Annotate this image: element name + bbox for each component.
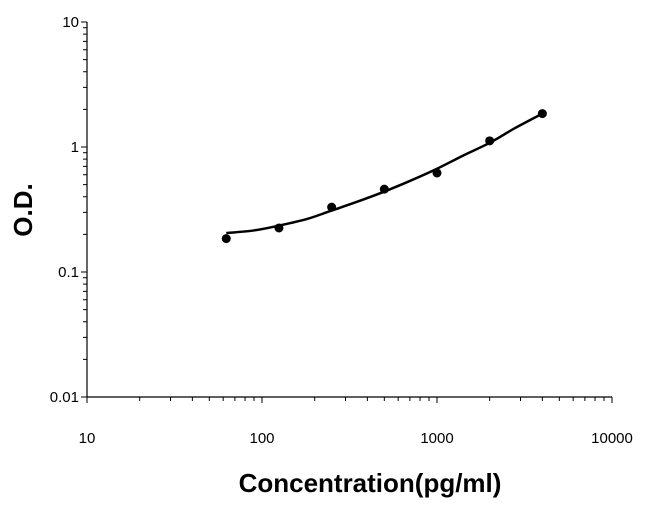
x-tick-label: 100 xyxy=(249,430,274,447)
x-axis-title: Concentration(pg/ml) xyxy=(239,468,502,498)
x-tick-label: 1000 xyxy=(420,430,453,447)
data-point xyxy=(379,184,389,194)
data-points xyxy=(221,109,547,244)
tick-labels: 0.01 0.1 1 10 10 100 1000 10000 xyxy=(50,14,633,447)
data-point xyxy=(327,202,337,212)
axes xyxy=(86,22,612,398)
data-point xyxy=(432,168,442,178)
data-point xyxy=(274,223,284,233)
y-tick-label: 0.01 xyxy=(50,389,79,406)
tick-marks xyxy=(81,21,613,403)
data-point xyxy=(537,109,547,119)
x-tick-label: 10000 xyxy=(591,430,633,447)
x-tick-label: 10 xyxy=(79,430,96,447)
data-point xyxy=(221,234,231,244)
fit-curve xyxy=(226,112,543,235)
y-tick-label: 1 xyxy=(71,139,79,156)
y-tick-label: 0.1 xyxy=(58,264,79,281)
y-tick-label: 10 xyxy=(62,14,79,31)
y-axis-title: O.D. xyxy=(8,183,38,236)
data-point xyxy=(485,136,495,146)
